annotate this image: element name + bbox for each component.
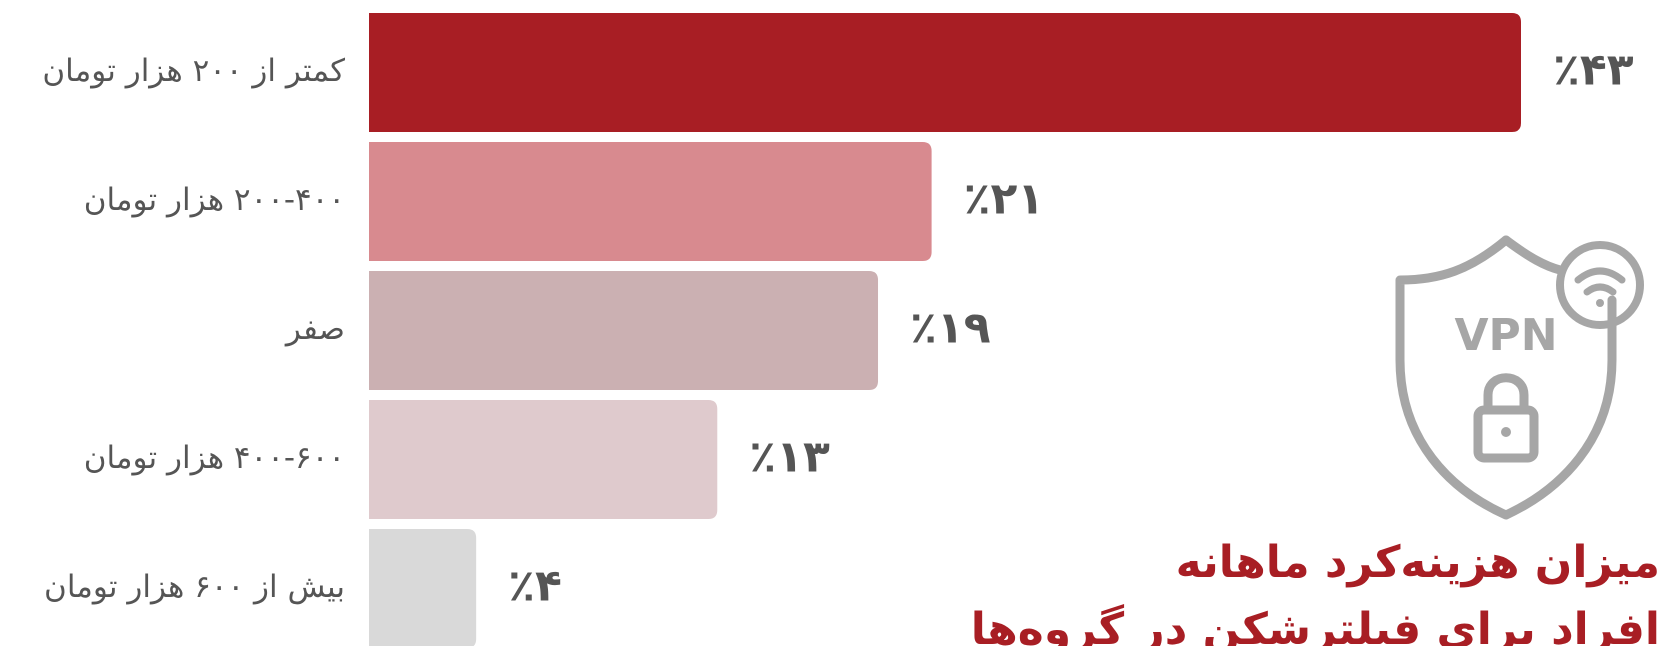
bar <box>369 271 879 390</box>
bar <box>369 400 718 519</box>
value-label: ٪۲۱ <box>964 174 1045 225</box>
category-label: ۲۰۰-۴۰۰ هزار تومان <box>84 182 345 218</box>
category-label: ۴۰۰-۶۰۰ هزار تومان <box>84 440 345 476</box>
category-label: کمتر از ۲۰۰ هزار تومان <box>42 53 345 89</box>
chart-title: میزان هزینه‌کرد ماهانه <box>1176 537 1660 588</box>
bar <box>369 529 477 646</box>
value-label: ٪۱۳ <box>749 432 830 483</box>
vpn-text: VPN <box>1454 310 1557 361</box>
category-label: بیش از ۶۰۰ هزار تومان <box>44 569 345 605</box>
value-label: ٪۱۹ <box>910 303 991 354</box>
value-label: ٪۴ <box>508 561 562 612</box>
bar <box>369 142 932 261</box>
category-label: صفر <box>284 311 345 347</box>
chart-subtitle: افراد برای فیلترشکن در گروه‌ها <box>971 603 1660 646</box>
vpn-icon: VPN <box>1395 235 1644 520</box>
value-label: ٪۴۳ <box>1553 45 1634 96</box>
bar <box>369 13 1521 132</box>
